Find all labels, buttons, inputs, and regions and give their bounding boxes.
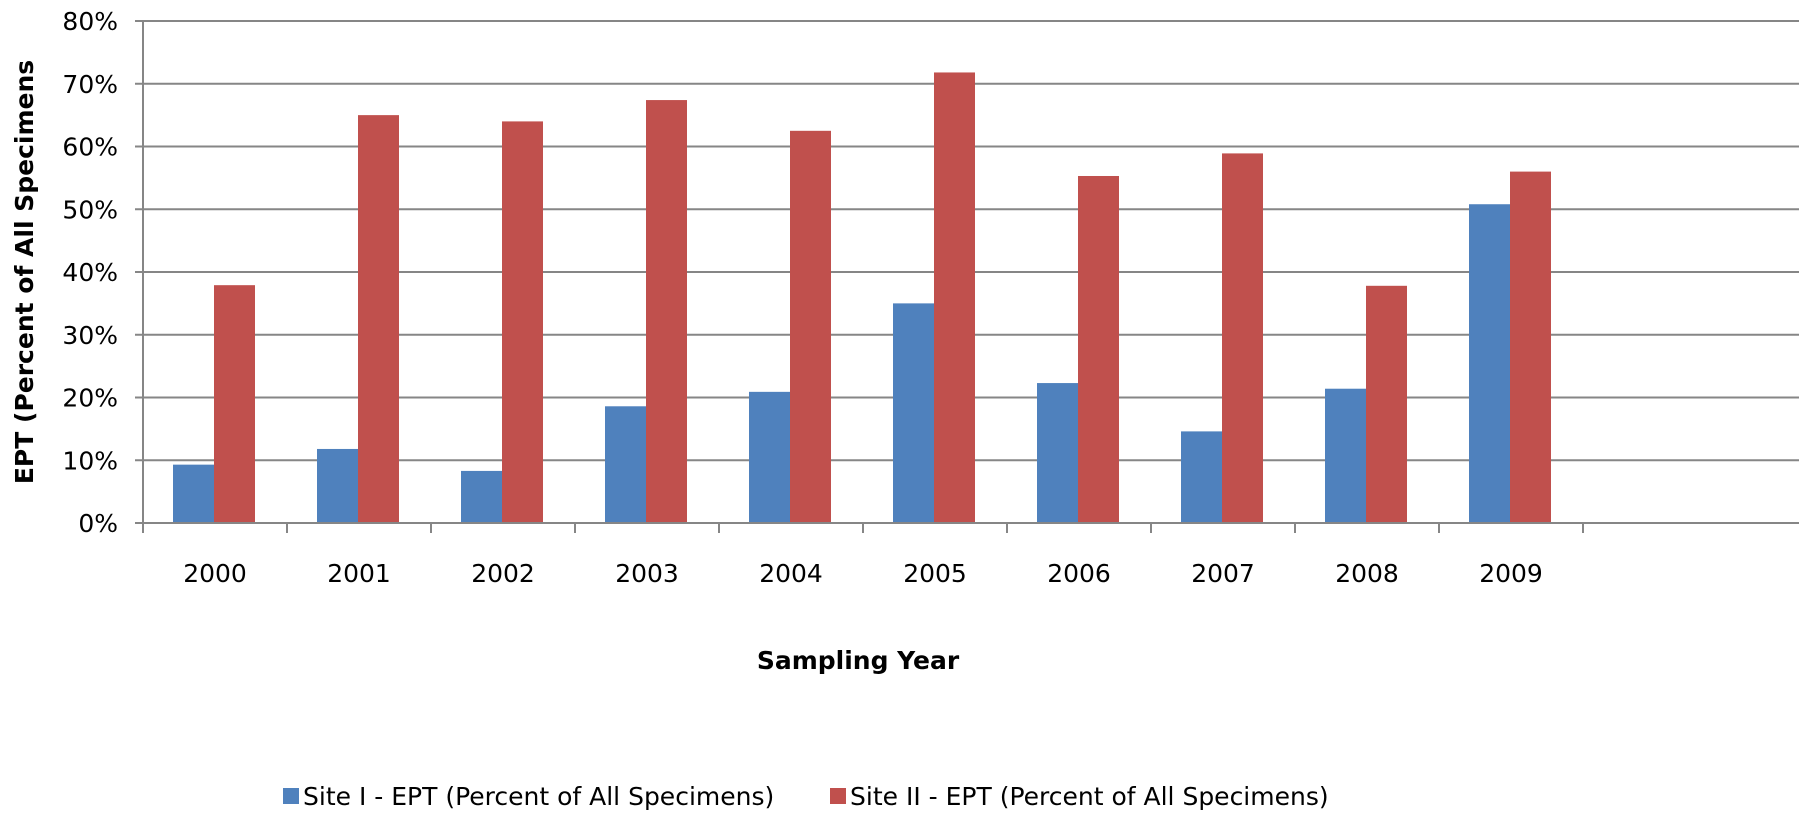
bar-site-i-2003 [605, 406, 646, 523]
legend-label-site-i: Site I - EPT (Percent of All Specimens) [303, 782, 774, 811]
y-tick-label: 10% [62, 446, 118, 475]
bar-site-i-2008 [1325, 388, 1366, 523]
bar-site-ii-2009 [1510, 171, 1551, 523]
bars [173, 72, 1551, 524]
bar-site-i-2000 [173, 464, 214, 523]
legend-swatch-site-ii [830, 788, 846, 804]
y-tick-label: 40% [62, 258, 118, 287]
bar-site-i-2004 [749, 391, 790, 523]
bar-site-ii-2006 [1078, 175, 1119, 523]
y-tick-label: 20% [62, 384, 118, 413]
legend-label-site-ii: Site II - EPT (Percent of All Specimens) [850, 782, 1329, 811]
bar-site-i-2005 [893, 303, 934, 523]
bar-site-ii-2000 [214, 285, 255, 523]
y-tick-label: 60% [62, 133, 118, 162]
x-tick-label: 2007 [1191, 559, 1255, 588]
bar-site-i-2001 [317, 448, 358, 523]
x-tick-label: 2004 [759, 559, 823, 588]
bar-site-ii-2003 [646, 100, 687, 523]
x-tick-label: 2009 [1479, 559, 1543, 588]
y-tick-label: 70% [62, 70, 118, 99]
bar-site-ii-2007 [1222, 153, 1263, 523]
x-tick-label: 2001 [327, 559, 391, 588]
bar-site-ii-2004 [790, 130, 831, 523]
bar-site-i-2009 [1469, 204, 1510, 524]
bar-site-ii-2008 [1366, 285, 1407, 523]
bar-site-i-2006 [1037, 383, 1078, 523]
x-axis-title: Sampling Year [757, 646, 960, 675]
bar-site-ii-2001 [358, 115, 399, 523]
x-tick-labels: 2000 2001 2002 2003 2004 2005 2006 2007 2008 2009 [183, 559, 1543, 588]
axes [135, 20, 1799, 533]
x-tick-label: 2006 [1047, 559, 1111, 588]
x-tick-label: 2003 [615, 559, 679, 588]
legend: Site I - EPT (Percent of All Specimens) … [283, 782, 1329, 811]
y-tick-label: 30% [62, 321, 118, 350]
y-tick-labels: 0% 10% 20% 30% 40% 50% 60% 70% 80% [62, 7, 118, 538]
bar-site-ii-2002 [502, 121, 543, 524]
x-tick-label: 2002 [471, 559, 535, 588]
y-tick-label: 0% [78, 509, 118, 538]
y-tick-label: 80% [62, 7, 118, 36]
x-tick-label: 2008 [1335, 559, 1399, 588]
x-tick-label: 2000 [183, 559, 247, 588]
legend-swatch-site-i [283, 788, 299, 804]
y-axis-title: EPT (Percent of All Specimens [10, 60, 39, 484]
y-tick-label: 50% [62, 195, 118, 224]
x-tick-label: 2005 [903, 559, 967, 588]
bar-site-ii-2005 [934, 72, 975, 523]
bar-site-i-2002 [461, 470, 502, 523]
bar-site-i-2007 [1181, 431, 1222, 523]
